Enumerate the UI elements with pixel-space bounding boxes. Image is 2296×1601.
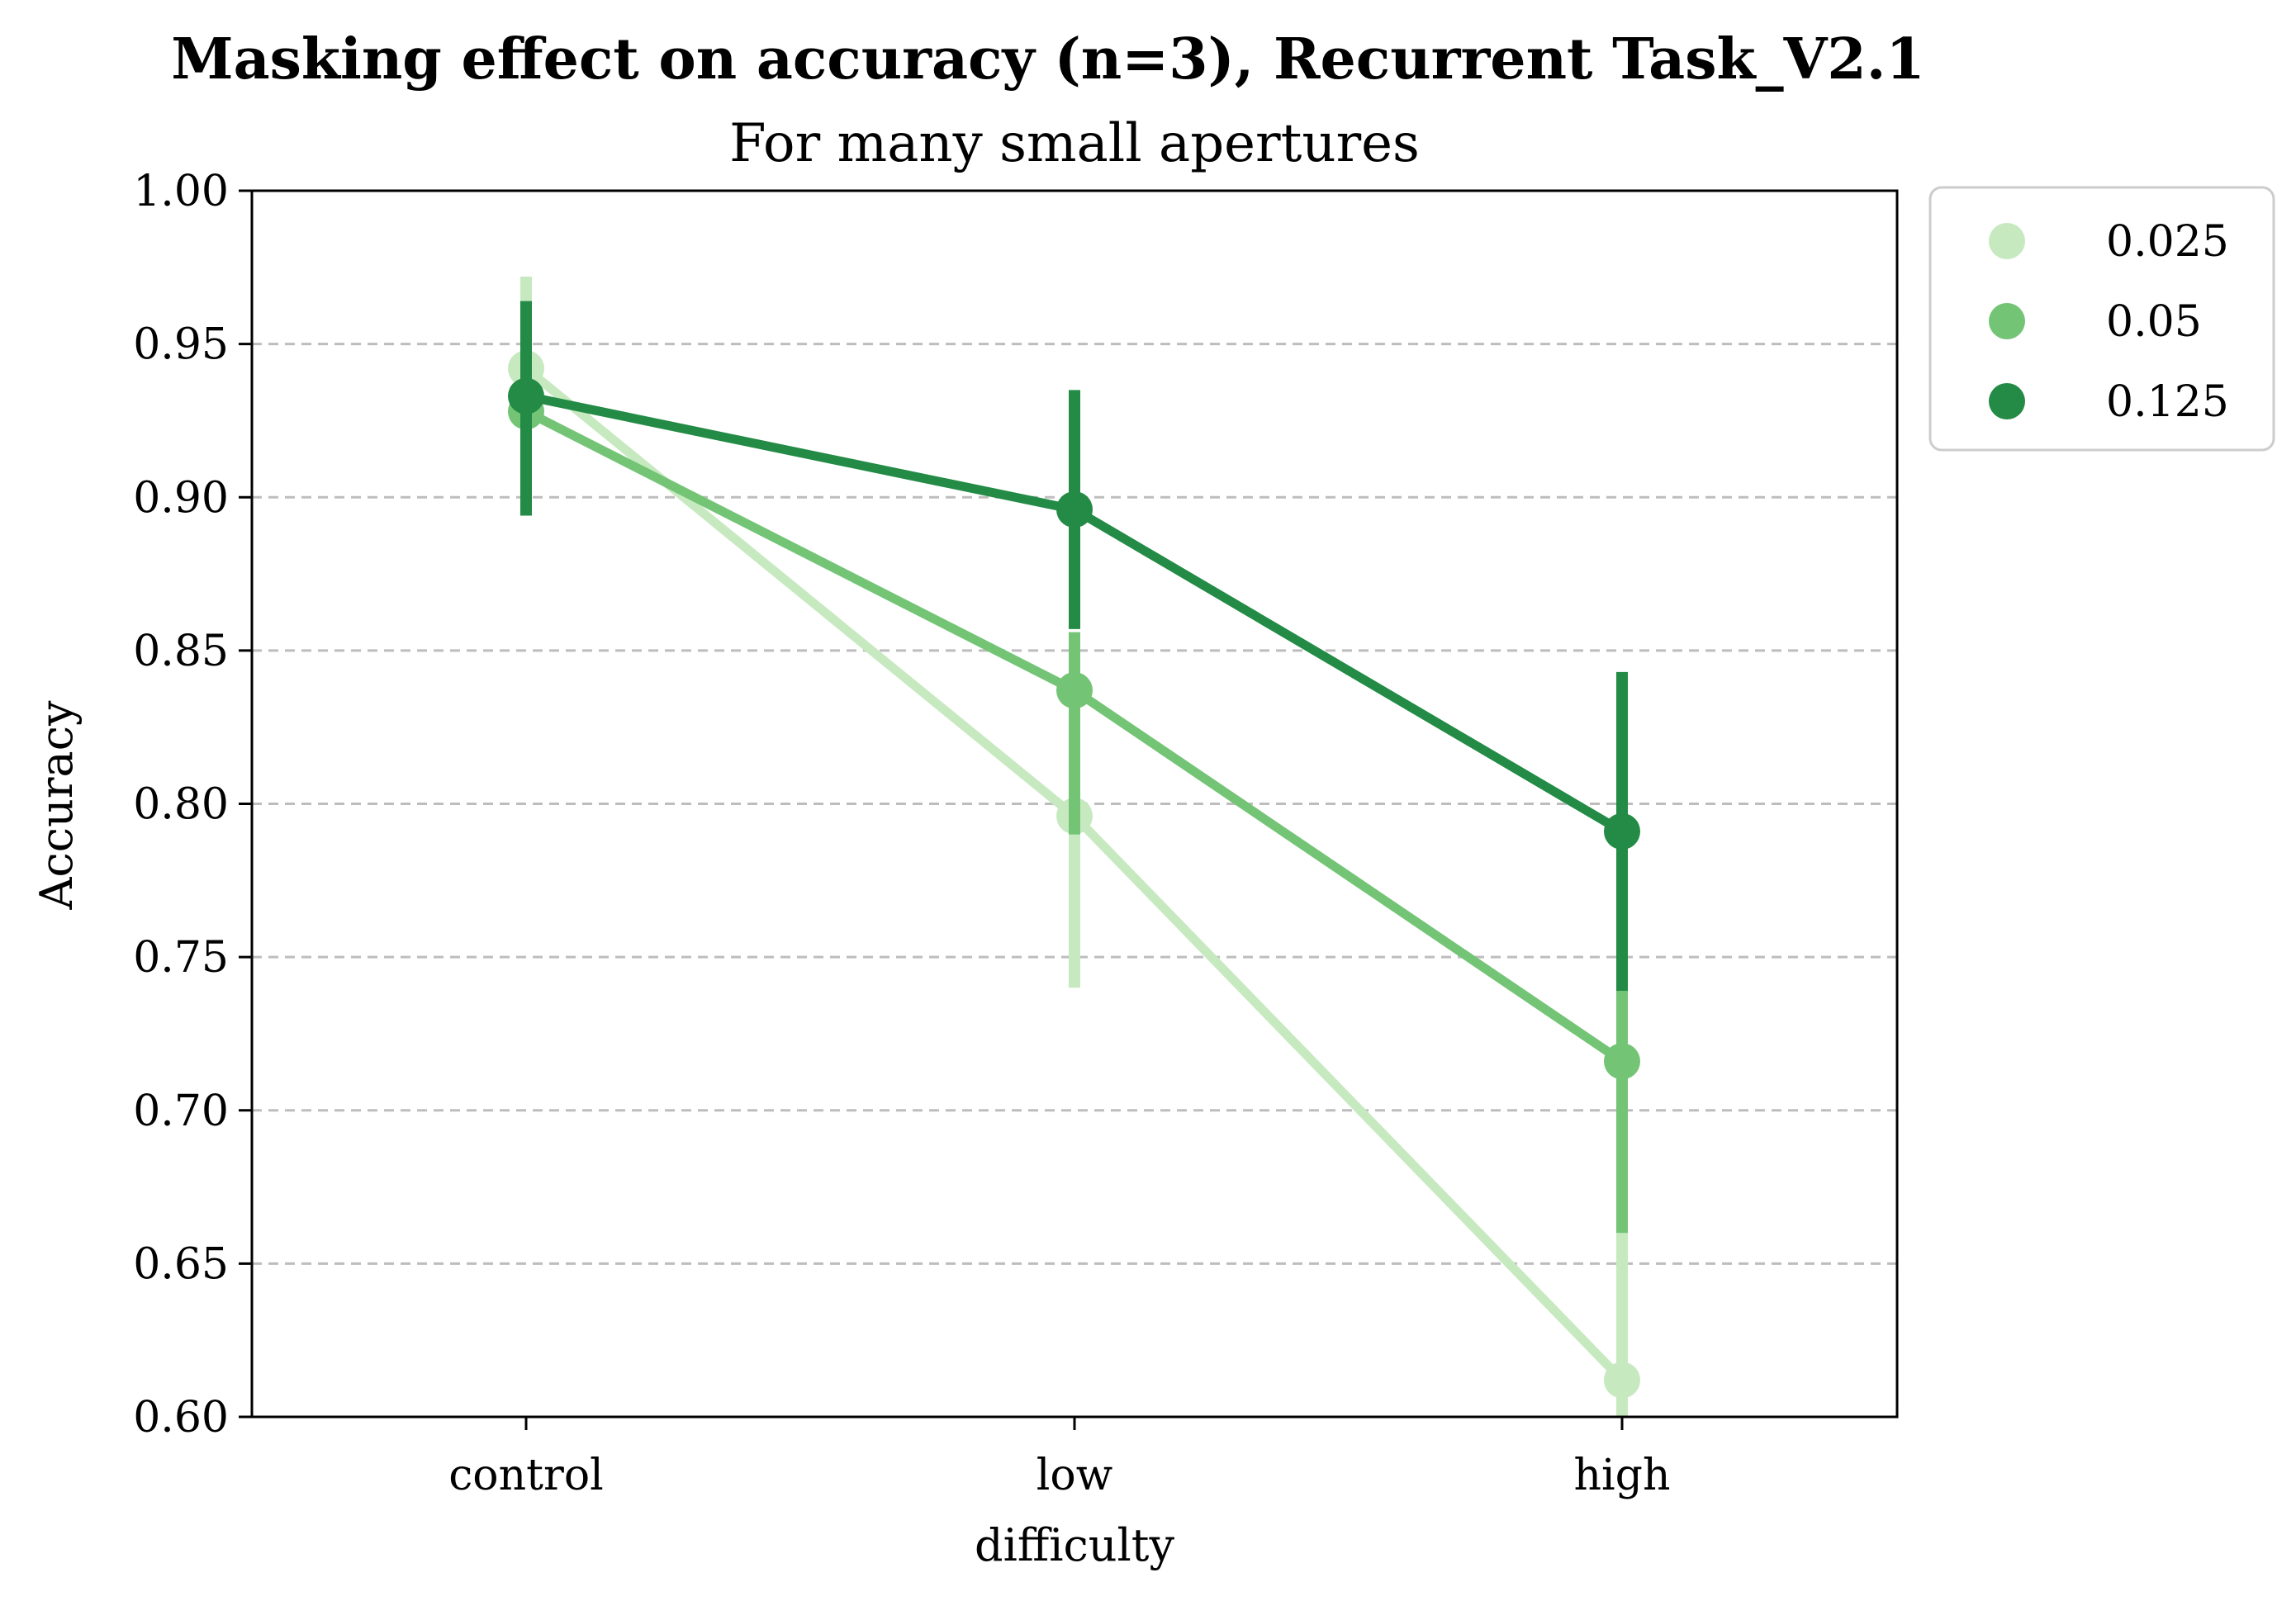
- data-point: [1604, 1043, 1640, 1080]
- legend-marker-0.05: [1989, 303, 2025, 339]
- data-point: [1604, 812, 1640, 850]
- y-tick-label: 0.60: [133, 1393, 229, 1442]
- legend-label-0.05: 0.05: [2106, 297, 2202, 347]
- y-tick-label: 0.80: [133, 780, 229, 830]
- plot-frame: [250, 189, 1899, 1419]
- x-axis-label: difficulty: [975, 1519, 1174, 1571]
- y-tick-label: 0.90: [133, 473, 229, 523]
- series-2: [508, 301, 1640, 991]
- data-point: [1056, 491, 1093, 528]
- y-axis-label: Accuracy: [31, 700, 83, 911]
- chart-title: Masking effect on accuracy (n=3), Recurr…: [171, 26, 1924, 92]
- y-tick-label: 0.85: [133, 627, 229, 676]
- x-tick-label-control: control: [448, 1451, 604, 1500]
- x-tick-label-high: high: [1574, 1451, 1671, 1500]
- data-point: [508, 377, 544, 414]
- x-tick-label-low: low: [1037, 1451, 1112, 1500]
- data-point: [1604, 1362, 1640, 1399]
- chart-subtitle: For many small apertures: [729, 113, 1420, 174]
- y-tick-label: 0.75: [133, 933, 229, 983]
- legend-marker-0.125: [1989, 383, 2025, 419]
- legend-marker-0.025: [1989, 223, 2025, 259]
- y-tick-label: 0.70: [133, 1087, 229, 1136]
- y-tick-label: 0.65: [133, 1239, 229, 1289]
- legend-label-0.025: 0.025: [2106, 217, 2229, 267]
- data-point: [1056, 672, 1093, 709]
- series-group: [508, 276, 1640, 1417]
- legend: 0.025 0.05 0.125: [1928, 186, 2275, 452]
- y-tick-label: 1.00: [133, 167, 229, 216]
- legend-label-0.125: 0.125: [2106, 377, 2229, 427]
- axes: 0.60 0.65 0.70 0.75 0.80 0.85 0.90 0.95 1.00 cont…: [133, 167, 1899, 1500]
- y-tick-label: 0.95: [133, 320, 229, 370]
